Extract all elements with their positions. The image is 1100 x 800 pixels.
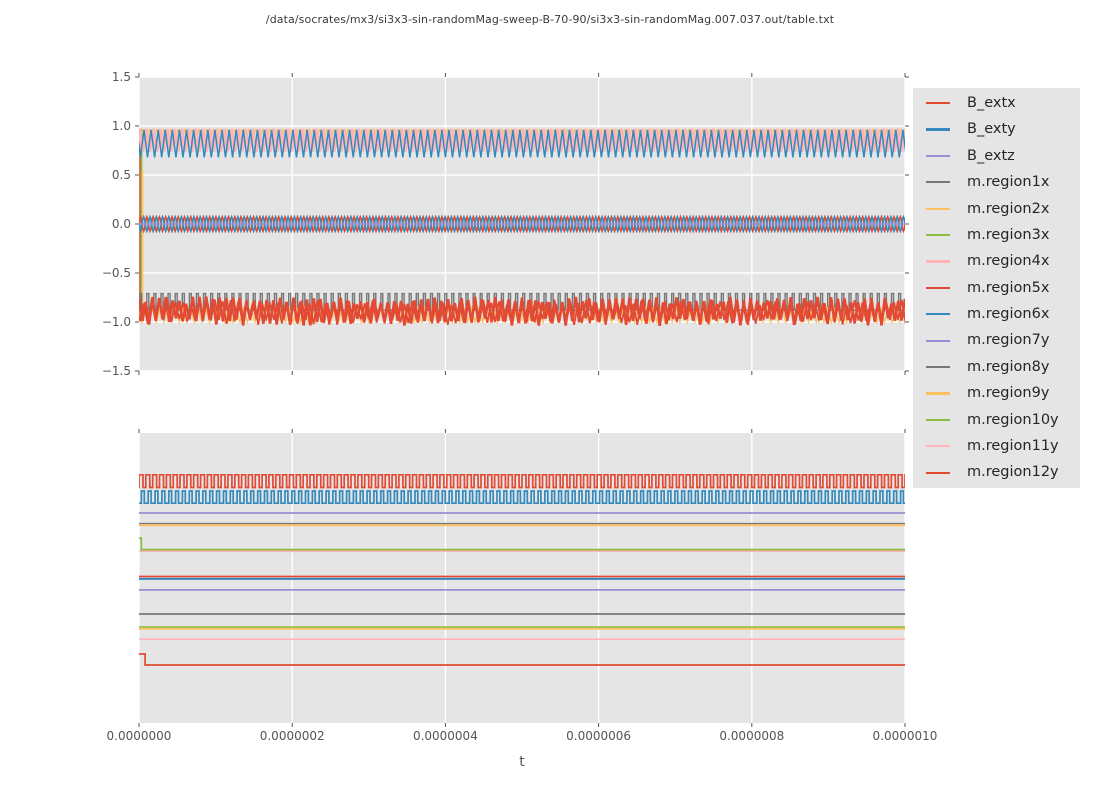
legend: B_extx B_exty B_extz m.region1x m.region2x m.… xyxy=(913,88,1080,488)
series-red-step xyxy=(139,653,905,666)
legend-swatch xyxy=(926,339,950,342)
legend-swatch xyxy=(926,366,950,369)
y-tick-label: 0.0 xyxy=(112,217,131,231)
legend-swatch xyxy=(926,418,950,421)
legend-item: m.region10y xyxy=(913,407,1080,433)
legend-swatch xyxy=(926,128,950,131)
legend-item: m.region6x xyxy=(913,301,1080,327)
legend-label: m.region1x xyxy=(967,174,1050,191)
legend-swatch xyxy=(926,471,950,474)
legend-swatch xyxy=(926,286,950,290)
legend-swatch xyxy=(926,234,950,237)
legend-label: m.region9y xyxy=(967,385,1050,402)
legend-item: m.region2x xyxy=(913,196,1080,222)
legend-swatch xyxy=(926,181,950,184)
y-tick-label: −1.0 xyxy=(102,315,131,329)
series-group xyxy=(139,473,905,666)
legend-label: m.region5x xyxy=(967,279,1050,296)
legend-item: m.region12y xyxy=(913,459,1080,485)
legend-item: m.region11y xyxy=(913,433,1080,459)
legend-label: m.region7y xyxy=(967,332,1050,349)
legend-label: m.region8y xyxy=(967,358,1050,375)
legend-swatch xyxy=(926,260,950,263)
series-m.region4x xyxy=(139,128,905,152)
legend-label: m.region6x xyxy=(967,306,1050,323)
series-group xyxy=(139,128,905,326)
legend-item: m.region8y xyxy=(913,354,1080,380)
legend-label: m.region10y xyxy=(967,411,1059,428)
legend-swatch xyxy=(926,154,950,158)
legend-swatch xyxy=(926,313,950,316)
legend-swatch xyxy=(926,207,950,210)
legend-swatch xyxy=(926,392,950,395)
x-tick-label: 0.0000002 xyxy=(260,729,325,743)
legend-item: m.region5x xyxy=(913,275,1080,301)
legend-item: B_extz xyxy=(913,143,1080,169)
legend-item: m.region3x xyxy=(913,222,1080,248)
legend-item: m.region1x xyxy=(913,169,1080,195)
legend-label: B_extx xyxy=(967,94,1016,111)
series-red-square-wave xyxy=(139,473,905,489)
figure-title: /data/socrates/mx3/si3x3-sin-randomMag-s… xyxy=(265,13,835,26)
legend-item: m.region4x xyxy=(913,248,1080,274)
x-tick-label: 0.0000006 xyxy=(566,729,631,743)
legend-item: m.region9y xyxy=(913,380,1080,406)
legend-item: B_extx xyxy=(913,90,1080,116)
legend-label: m.region11y xyxy=(967,438,1059,455)
legend-label: m.region12y xyxy=(967,464,1059,481)
x-tick-label: 0.0000004 xyxy=(413,729,478,743)
x-tick-label: 0.0000010 xyxy=(873,729,938,743)
y-tick-label: 0.5 xyxy=(112,168,131,182)
legend-label: B_exty xyxy=(967,121,1016,138)
legend-label: m.region4x xyxy=(967,253,1050,270)
legend-item: B_exty xyxy=(913,116,1080,142)
series-blue-square-wave xyxy=(139,490,905,505)
y-tick-label: 1.5 xyxy=(112,70,131,84)
y-tick-label: 1.0 xyxy=(112,119,131,133)
legend-label: m.region2x xyxy=(967,200,1050,217)
y-tick-label: −1.5 xyxy=(102,364,131,378)
x-tick-label: 0.0000000 xyxy=(107,729,172,743)
series-green-step xyxy=(139,537,905,551)
series-mx-band-noise xyxy=(139,299,905,326)
legend-label: m.region3x xyxy=(967,226,1050,243)
x-tick-label: 0.0000008 xyxy=(719,729,784,743)
series-m.region6x xyxy=(139,129,905,158)
legend-label: B_extz xyxy=(967,147,1015,164)
legend-swatch xyxy=(926,102,950,105)
legend-swatch xyxy=(926,445,950,448)
y-tick-label: −0.5 xyxy=(102,266,131,280)
legend-item: m.region7y xyxy=(913,328,1080,354)
x-axis-label: t xyxy=(519,754,525,770)
